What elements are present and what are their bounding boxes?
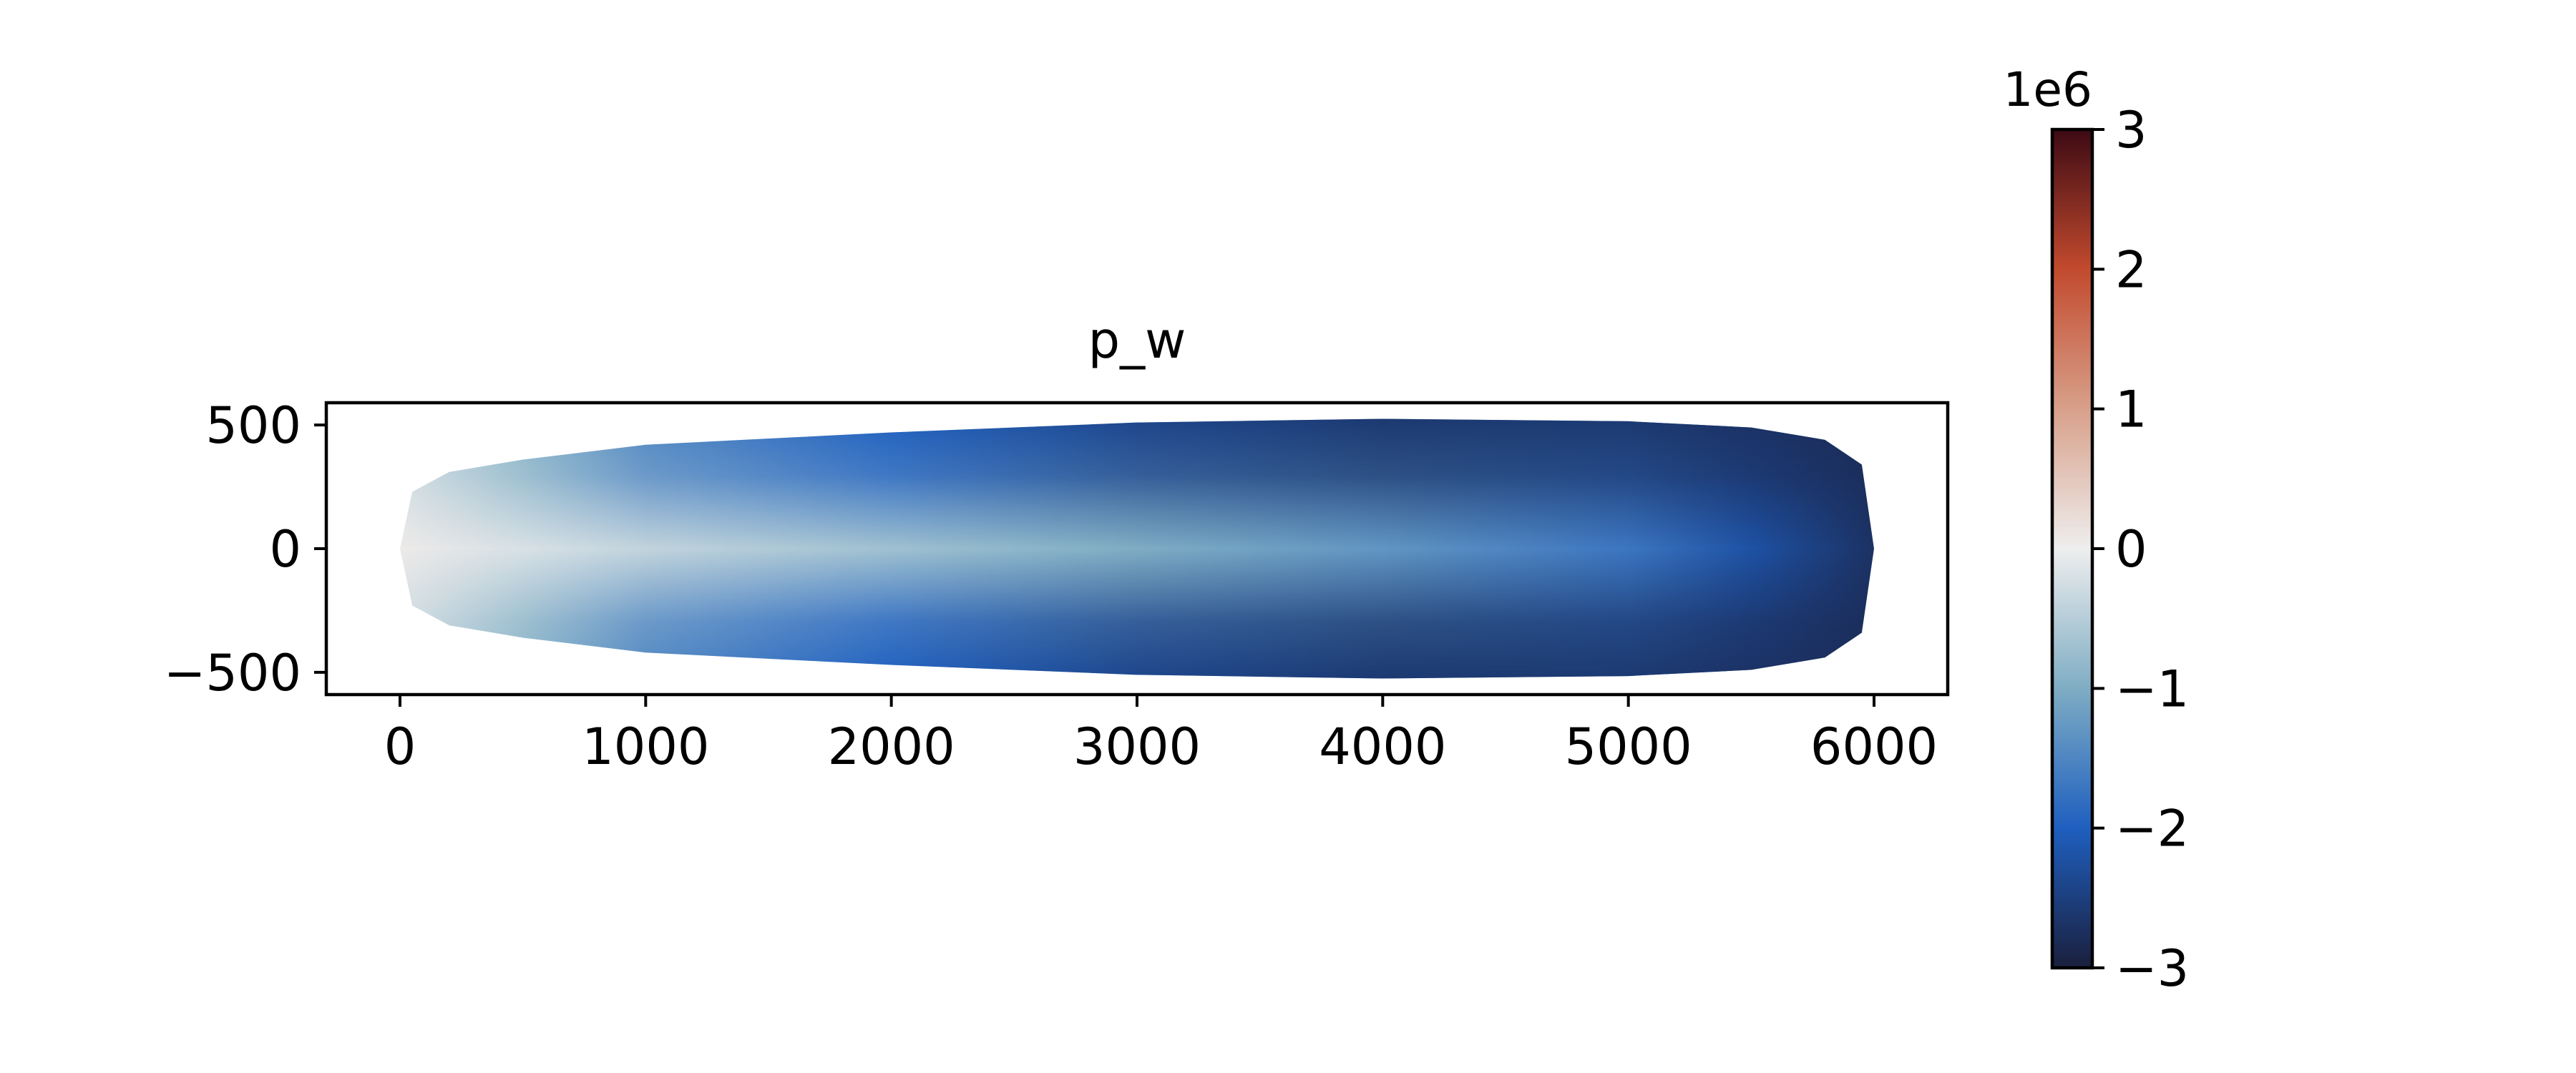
y-tick: 500 xyxy=(205,396,326,455)
y-tick-label: 500 xyxy=(205,396,301,455)
chart-title: p_w xyxy=(1088,311,1186,370)
colorbar-tick: 3 xyxy=(2092,101,2147,160)
colorbar-gradient xyxy=(2052,129,2092,968)
colorbar-tick: −1 xyxy=(2092,660,2189,718)
x-tick: 6000 xyxy=(1810,695,1938,776)
main-axes: p_w 0 1000 2000 3000 4000 5000 6000 5000−500 xyxy=(164,311,1950,776)
y-tick-label: 0 xyxy=(269,520,301,579)
y-tick: −500 xyxy=(164,644,326,702)
x-tick: 0 xyxy=(384,695,416,776)
x-tick: 4000 xyxy=(1319,695,1446,776)
y-tick-label: −500 xyxy=(164,644,301,702)
field-edge-band xyxy=(400,418,1874,679)
colorbar-tick: 1 xyxy=(2092,381,2147,439)
x-tick-label: 2000 xyxy=(828,717,955,776)
x-tick-label: 6000 xyxy=(1810,717,1938,776)
colorbar-ticks: 3 2 1 0 −1 −2 −3 xyxy=(2092,101,2189,998)
y-tick: 0 xyxy=(269,520,326,579)
x-tick: 3000 xyxy=(1073,695,1201,776)
colorbar-tick: −3 xyxy=(2092,939,2189,998)
colorbar-tick: 2 xyxy=(2092,240,2147,299)
x-tick-label: 0 xyxy=(384,717,416,776)
x-tick: 5000 xyxy=(1565,695,1692,776)
x-axis: 0 1000 2000 3000 4000 5000 6000 xyxy=(384,695,1938,776)
colorbar-tick-label: −3 xyxy=(2115,939,2189,998)
colorbar-tick-label: 0 xyxy=(2115,520,2147,579)
colorbar-multiplier: 1e6 xyxy=(2003,62,2092,117)
x-tick-label: 1000 xyxy=(582,717,709,776)
x-tick: 1000 xyxy=(582,695,709,776)
colorbar-tick: −2 xyxy=(2092,800,2189,858)
colorbar-tick-label: 3 xyxy=(2115,101,2147,160)
colorbar: 3 2 1 0 −1 −2 −3 1e6 xyxy=(2003,62,2189,998)
x-tick-label: 3000 xyxy=(1073,717,1201,776)
colorbar-tick-label: −2 xyxy=(2115,800,2189,858)
colorbar-tick-label: 1 xyxy=(2115,381,2147,439)
y-axis: 500 0 −500 xyxy=(164,396,326,702)
x-tick-label: 4000 xyxy=(1319,717,1446,776)
x-tick-label: 5000 xyxy=(1565,717,1692,776)
colorbar-tick-label: 2 xyxy=(2115,240,2147,299)
x-tick: 2000 xyxy=(828,695,955,776)
colorbar-tick-label: −1 xyxy=(2115,660,2189,718)
field-heatmap xyxy=(400,418,1874,679)
colorbar-tick: 0 xyxy=(2092,520,2147,579)
